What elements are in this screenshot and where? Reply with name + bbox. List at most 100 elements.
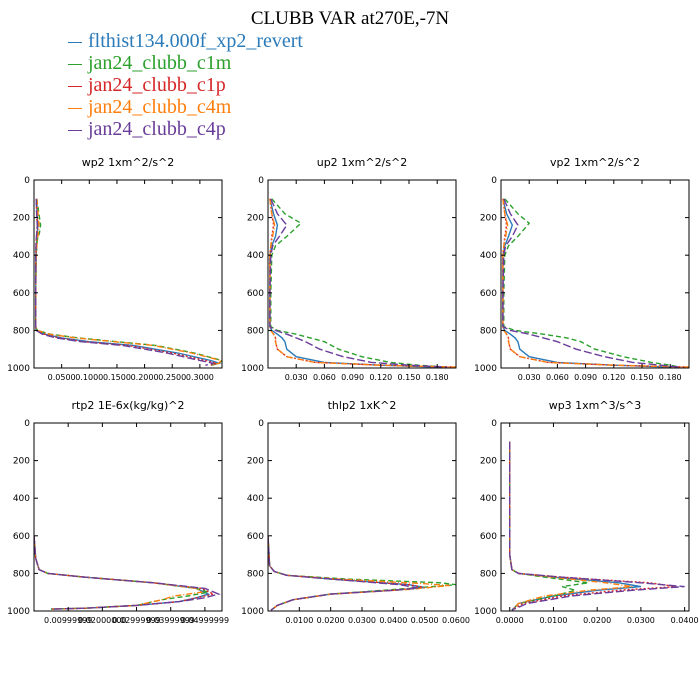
legend-label: jan24_clubb_c4m (88, 96, 232, 118)
y-tick-label: 600 (247, 289, 264, 299)
x-tick-label: 0.0100 (539, 616, 567, 625)
y-tick-label: 400 (480, 494, 497, 504)
y-tick-label: 0 (258, 176, 264, 186)
chart-panel: vp2 1xm^2/s^2 0 200 400 600 800 1000 0.030 0.060… (474, 156, 690, 382)
x-tick-label: 0.02999999 (112, 616, 160, 625)
x-tick-label: 0.0600 (442, 616, 470, 625)
series-line (509, 441, 633, 611)
x-tick-label: 0.2000 (131, 373, 159, 382)
series-line (35, 198, 219, 366)
y-tick-label: 400 (247, 251, 264, 261)
x-tick-label: 0.3000 (186, 373, 214, 382)
x-tick-label: 0.00999999 (44, 616, 92, 625)
y-tick-label: 200 (247, 214, 264, 224)
x-tick-label: 0.02000000 (78, 616, 126, 625)
legend-line-icon (68, 107, 82, 109)
y-tick-label: 0 (24, 419, 30, 429)
legend-label: jan24_clubb_c1p (88, 74, 226, 96)
series-group (502, 198, 689, 368)
series-line (269, 198, 438, 368)
y-tick-label: 200 (13, 457, 30, 467)
chart-title: rtp2 1E-6x(kg/kg)^2 (72, 399, 185, 412)
chart-panel: up2 1xm^2/s^2 0 200 400 600 800 1000 0.030 0.060… (241, 156, 457, 382)
series-line (268, 535, 419, 611)
plot-frame (33, 179, 223, 369)
series-group (35, 198, 222, 366)
y-tick-label: 800 (247, 569, 264, 579)
y-tick-label: 200 (480, 214, 497, 224)
x-tick-label: 0.150 (398, 373, 421, 382)
series-line (34, 535, 221, 610)
y-tick-label: 800 (480, 326, 497, 336)
x-tick-label: 0.0200 (317, 616, 345, 625)
plot-frame (33, 422, 223, 612)
x-tick-label: 0.03999999 (147, 616, 195, 625)
y-tick-label: 800 (247, 326, 264, 336)
x-tick-label: 0.0400 (671, 616, 699, 625)
x-tick-label: 0.0200 (583, 616, 611, 625)
series-line (269, 198, 447, 368)
y-tick-label: 400 (247, 494, 264, 504)
series-line (509, 441, 685, 611)
y-tick-label: 800 (13, 569, 30, 579)
series-line (35, 198, 222, 366)
series-group (34, 535, 221, 610)
series-line (502, 198, 680, 368)
series-line (269, 198, 456, 368)
x-tick-label: 0.0500 (411, 616, 439, 625)
x-tick-label: 0.120 (602, 373, 625, 382)
chart-title: thlp2 1xK^2 (328, 399, 397, 412)
y-tick-label: 1000 (474, 607, 497, 617)
series-line (502, 198, 689, 368)
chart-panel: wp2 1xm^2/s^2 0 200 400 600 800 1000 0.0500 0.10… (7, 156, 223, 382)
y-tick-label: 600 (480, 289, 497, 299)
y-tick-label: 1000 (241, 607, 264, 617)
legend: flthist134.000f_xp2_revert jan24_clubb_c1… (68, 30, 303, 140)
series-line (34, 535, 216, 610)
x-tick-label: 0.1500 (103, 373, 131, 382)
plot-frame (267, 179, 457, 369)
series-group (269, 198, 456, 368)
x-tick-label: 0.180 (426, 373, 449, 382)
plot-frame (500, 422, 690, 612)
y-tick-label: 400 (13, 251, 30, 261)
x-tick-label: 0.120 (369, 373, 392, 382)
chart-title: wp2 1xm^2/s^2 (82, 156, 175, 169)
legend-line-icon (68, 41, 82, 43)
y-tick-label: 800 (480, 569, 497, 579)
legend-label: jan24_clubb_c4p (88, 118, 226, 140)
legend-entry: jan24_clubb_c1m (68, 52, 303, 74)
series-line (35, 198, 214, 366)
series-line (35, 198, 222, 366)
x-tick-label: 0.090 (574, 373, 597, 382)
x-tick-label: 0.030 (285, 373, 308, 382)
series-group (509, 441, 685, 611)
y-tick-label: 400 (480, 251, 497, 261)
x-tick-label: 0.1000 (75, 373, 103, 382)
legend-label: jan24_clubb_c1m (88, 52, 232, 74)
legend-entry: jan24_clubb_c1p (68, 74, 303, 96)
x-tick-label: 0.04999999 (181, 616, 229, 625)
series-line (502, 198, 689, 368)
y-tick-label: 200 (13, 214, 30, 224)
series-line (269, 198, 456, 368)
y-tick-label: 0 (258, 419, 264, 429)
y-tick-label: 600 (247, 532, 264, 542)
x-tick-label: 0.0100 (285, 616, 313, 625)
y-tick-label: 600 (13, 532, 30, 542)
x-tick-label: 0.090 (341, 373, 364, 382)
series-line (268, 535, 425, 611)
y-tick-label: 800 (13, 326, 30, 336)
legend-entry: flthist134.000f_xp2_revert (68, 30, 303, 52)
plot-frame (267, 422, 457, 612)
chart-title: vp2 1xm^2/s^2 (550, 156, 640, 169)
x-tick-label: 0.0300 (627, 616, 655, 625)
y-tick-label: 400 (13, 494, 30, 504)
series-line (34, 535, 209, 610)
y-tick-label: 600 (13, 289, 30, 299)
chart-panel: rtp2 1E-6x(kg/kg)^2 0 200 400 600 800 1000 0.00… (7, 399, 229, 625)
series-line (35, 198, 222, 366)
